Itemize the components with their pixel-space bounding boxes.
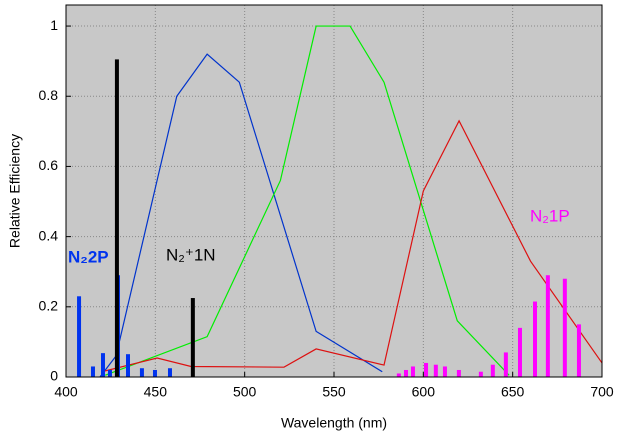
bar xyxy=(107,369,112,377)
line xyxy=(105,25,510,376)
x-tick-label: 650 xyxy=(501,384,525,400)
x-tick-label: 400 xyxy=(54,384,78,400)
y-tick-label: 0.6 xyxy=(39,157,59,173)
bar xyxy=(478,371,483,377)
bar xyxy=(125,354,130,377)
bar xyxy=(424,362,429,377)
y-tick-label: 0.8 xyxy=(39,87,59,103)
bar xyxy=(533,301,537,377)
bar xyxy=(77,296,82,377)
bar xyxy=(396,373,401,377)
bar xyxy=(433,364,438,377)
annotation: N₂2P xyxy=(68,247,109,266)
bar xyxy=(90,366,95,377)
bar xyxy=(517,327,522,377)
bar xyxy=(442,366,447,377)
bar xyxy=(152,369,157,377)
y-tick-label: 1 xyxy=(50,17,58,33)
plot-border xyxy=(65,4,603,378)
x-axis-label: Wavelength (nm) xyxy=(281,415,387,431)
bar xyxy=(456,369,461,377)
annotation: N₂1P xyxy=(530,206,570,225)
y-axis-label: Relative Efficiency xyxy=(7,134,23,248)
y-tick-label: 0 xyxy=(50,368,58,384)
bar xyxy=(576,324,581,377)
bar xyxy=(190,298,195,377)
bar xyxy=(562,278,567,377)
x-tick-label: 700 xyxy=(590,384,614,400)
bar xyxy=(404,369,409,377)
x-tick-label: 500 xyxy=(233,384,257,400)
bar xyxy=(545,275,550,377)
bar xyxy=(503,352,508,377)
x-tick-label: 450 xyxy=(144,384,168,400)
line xyxy=(101,119,603,373)
x-tick-label: 550 xyxy=(322,384,346,400)
x-tick-label: 600 xyxy=(412,384,436,400)
bar xyxy=(114,59,119,377)
bar xyxy=(139,368,144,377)
bar xyxy=(410,366,415,377)
bar xyxy=(167,368,172,377)
bar xyxy=(490,364,495,377)
bar xyxy=(100,353,105,377)
annotation: N₂⁺1N xyxy=(166,245,216,264)
y-tick-label: 0.2 xyxy=(39,298,59,314)
y-tick-label: 0.4 xyxy=(39,227,59,243)
